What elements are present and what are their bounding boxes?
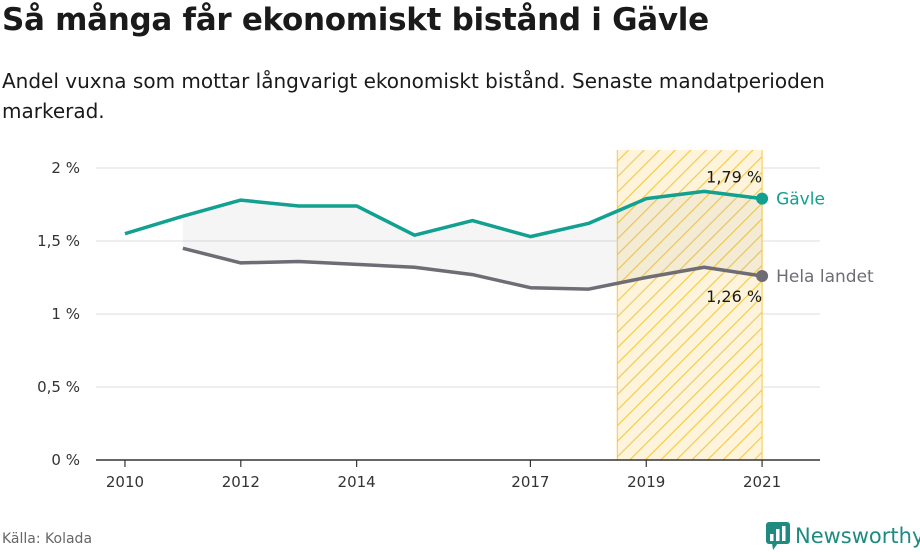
difference-area — [182, 191, 763, 290]
chart-subtitle: Andel vuxna som mottar långvarigt ekonom… — [2, 69, 825, 123]
brand-name: Newsworthy — [795, 524, 920, 548]
x-tick-label: 2010 — [106, 473, 144, 491]
x-tick-label: 2021 — [743, 473, 781, 491]
source-note: Källa: Kolada — [2, 531, 93, 547]
value-label-hela-landet: 1,26 % — [706, 287, 762, 306]
x-tick-label: 2019 — [627, 473, 665, 491]
series-line-hela-landet — [182, 246, 763, 291]
x-tick-label: 2012 — [222, 473, 260, 491]
line-chart: 0 % 0,5 % 1 % 1,5 % 2 % 2010 2012 2014 2017 2019 2… — [37, 150, 874, 491]
x-tick-label: 2017 — [511, 473, 549, 491]
value-label-gavle: 1,79 % — [706, 168, 762, 187]
y-tick-label: 0,5 % — [37, 378, 80, 396]
y-tick-label: 1 % — [51, 305, 80, 323]
chat-chart-icon — [766, 522, 790, 550]
y-tick-label: 1,5 % — [37, 232, 80, 250]
y-tick-label: 0 % — [51, 451, 80, 469]
y-tick-label: 2 % — [51, 159, 80, 177]
end-point-hela-landet — [756, 270, 769, 283]
end-point-gavle — [756, 192, 769, 205]
series-line-gavle — [124, 189, 763, 239]
chart-title: Så många får ekonomiskt bistånd i Gävle — [2, 2, 709, 38]
legend-label-gavle: Gävle — [776, 190, 825, 210]
legend-label-hela-landet: Hela landet — [776, 267, 874, 287]
brand-logo: Newsworthy — [765, 520, 920, 552]
x-tick-label: 2014 — [338, 473, 376, 491]
